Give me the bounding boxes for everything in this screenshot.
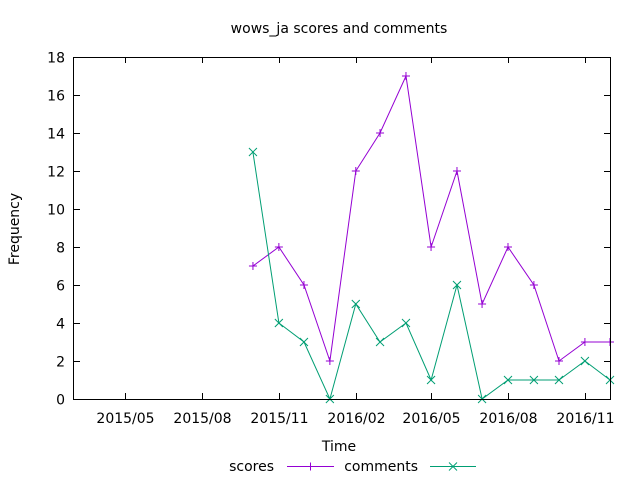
legend-label: comments [344, 459, 418, 475]
data-point-comments [274, 318, 284, 328]
x-tick-label: 2016/08 [479, 411, 537, 427]
legend-marker [448, 462, 458, 471]
y-tick-label: 10 [47, 203, 65, 219]
data-point-comments [580, 356, 590, 366]
legend: scores comments [229, 459, 476, 475]
data-point-scores [554, 357, 563, 365]
x-tick-label: 2016/05 [402, 411, 460, 427]
data-point-scores [299, 281, 308, 289]
y-axis-title: Frequency [7, 193, 23, 265]
y-tick-label: 4 [56, 317, 65, 333]
y-tick-label: 12 [47, 165, 65, 181]
data-point-comments [554, 375, 564, 385]
data-point-comments [351, 299, 361, 309]
data-point-comments [529, 375, 539, 385]
data-point-comments [375, 337, 385, 347]
data-point-scores [401, 72, 410, 80]
chart-title: wows_ja scores and comments [231, 21, 448, 37]
x-tick-label: 2016/02 [327, 411, 385, 427]
series-scores [248, 72, 614, 365]
plot-frame [73, 57, 611, 400]
x-tick-label: 2015/08 [173, 411, 231, 427]
x-tick-label: 2016/11 [556, 411, 614, 427]
legend-marker [306, 462, 315, 471]
data-point-scores [478, 300, 487, 308]
data-point-scores [274, 243, 283, 251]
data-point-comments [299, 337, 309, 347]
data-point-comments [452, 280, 462, 290]
y-tick-label: 18 [47, 51, 65, 67]
y-tick-label: 8 [56, 241, 65, 257]
data-point-scores [503, 243, 512, 251]
legend-item-comments: comments [344, 459, 476, 475]
data-point-scores [427, 243, 436, 251]
data-point-scores [248, 262, 257, 270]
data-point-scores [376, 129, 385, 137]
data-point-scores [351, 167, 360, 175]
legend-label: scores [229, 459, 274, 475]
svg-text:Frequency: Frequency [7, 193, 23, 265]
data-point-scores [529, 281, 538, 289]
data-point-comments [503, 375, 513, 385]
x-tick-label: 2015/05 [96, 411, 154, 427]
legend-item-scores: scores [229, 459, 334, 475]
data-point-comments [401, 318, 411, 328]
y-tick-label: 14 [47, 127, 65, 143]
data-point-scores [325, 357, 334, 365]
data-point-scores [452, 167, 461, 175]
y-tick-label: 2 [56, 355, 65, 371]
y-tick-label: 16 [47, 89, 65, 105]
series-line-comments [252, 151, 611, 401]
data-point-comments [248, 147, 258, 157]
x-axis-title: Time [321, 439, 356, 455]
y-tick-label: 6 [56, 279, 65, 295]
series-line-scores [252, 74, 610, 362]
y-tick-label: 0 [56, 393, 65, 409]
data-point-scores [580, 338, 589, 346]
data-point-comments [426, 375, 436, 385]
x-tick-label: 2015/11 [250, 411, 308, 427]
